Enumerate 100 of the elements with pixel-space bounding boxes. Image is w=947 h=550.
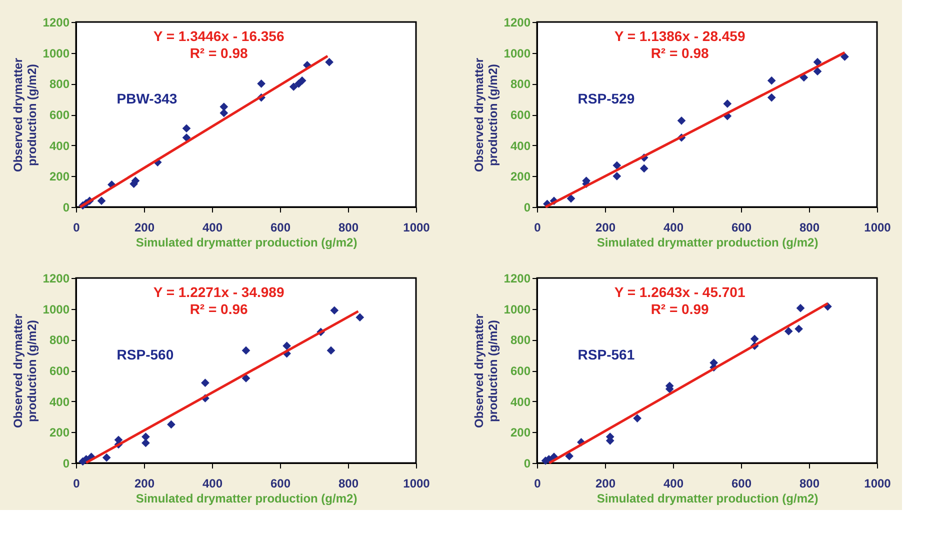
y-tick-label: 1000	[42, 46, 70, 60]
y-tick-label: 1200	[42, 272, 70, 286]
x-tick-label: 0	[73, 220, 80, 234]
y-tick-label: 200	[49, 170, 70, 184]
point	[767, 76, 776, 85]
x-axis-title: Simulated drymatter production (g/m2)	[596, 236, 818, 250]
point	[356, 313, 364, 322]
annotation: Y = 1.2643x - 45.701	[614, 284, 746, 300]
y-tick-label: 0	[62, 200, 70, 214]
x-tick-label: 1000	[403, 220, 430, 234]
point	[633, 414, 642, 422]
point	[784, 327, 793, 336]
y-tick-label: 1000	[504, 302, 531, 316]
x-tick-label: 800	[338, 220, 359, 234]
y-tick-label: 1200	[504, 16, 531, 30]
y-tick-label: 600	[49, 364, 70, 378]
point	[612, 172, 622, 180]
point	[182, 124, 191, 133]
y-tick-label: 1000	[42, 302, 70, 316]
annotation: R² = 0.98	[650, 44, 709, 61]
point	[242, 346, 250, 355]
point	[796, 304, 805, 312]
x-tick-label: 1000	[864, 220, 892, 234]
y-tick-label: 400	[510, 138, 531, 153]
point	[767, 93, 776, 102]
x-tick-label: 800	[799, 476, 820, 490]
y-axis-title: Observed drymatter production (g/m2)	[10, 314, 39, 428]
annotation: R² = 0.98	[190, 44, 248, 61]
y-axis-title: Observed drymatter production (g/m2)	[472, 314, 500, 428]
point	[813, 58, 822, 66]
point	[201, 378, 210, 388]
y-tick-label: 600	[49, 108, 70, 122]
point	[182, 133, 191, 142]
annotation: R² = 0.96	[190, 300, 248, 317]
point	[813, 67, 822, 76]
point	[220, 102, 228, 111]
point	[282, 342, 291, 350]
x-tick-label: 0	[534, 476, 542, 490]
y-tick-label: 1000	[504, 46, 531, 60]
point	[220, 108, 228, 118]
x-tick-label: 400	[202, 476, 223, 490]
x-tick-label: 600	[731, 220, 752, 234]
point	[289, 82, 298, 91]
point	[750, 334, 759, 344]
x-tick-label: 800	[338, 476, 359, 490]
x-axis-title: Simulated drymatter production (g/m2)	[596, 492, 818, 506]
x-tick-label: 200	[134, 220, 155, 234]
point	[325, 58, 334, 66]
x-tick-label: 0	[73, 476, 80, 490]
x-tick-label: 600	[270, 220, 291, 234]
annotation: Y = 1.1386x - 28.459	[614, 28, 746, 44]
x-tick-label: 600	[731, 476, 752, 490]
annotation: Y = 1.2271x - 34.989	[153, 284, 284, 300]
point	[167, 420, 176, 429]
x-tick-label: 400	[663, 476, 684, 490]
y-tick-label: 600	[510, 108, 531, 122]
y-tick-label: 0	[62, 456, 70, 470]
point	[723, 100, 732, 108]
point	[102, 453, 111, 462]
x-tick-label: 200	[595, 476, 616, 490]
x-tick-label: 400	[663, 220, 684, 234]
x-axis-title: Simulated drymatter production (g/m2)	[136, 236, 358, 250]
y-tick-label: 200	[510, 170, 531, 184]
y-axis-title: Observed drymatter production (g/m2)	[472, 58, 500, 172]
y-tick-label: 1200	[504, 272, 531, 286]
annotation: R² = 0.99	[650, 300, 709, 317]
x-tick-label: 1000	[864, 476, 892, 490]
annotation: Y = 1.3446x - 16.356	[153, 28, 284, 44]
point	[677, 116, 686, 125]
x-tick-label: 0	[534, 220, 542, 234]
y-tick-label: 0	[524, 456, 531, 470]
point	[142, 438, 150, 448]
y-tick-label: 1200	[42, 16, 70, 30]
point	[257, 79, 266, 88]
series-label: PBW-343	[116, 90, 178, 107]
point	[142, 432, 150, 441]
x-axis-title: Simulated drymatter production (g/m2)	[136, 492, 358, 506]
y-tick-label: 400	[49, 394, 70, 409]
y-tick-label: 800	[49, 77, 70, 92]
x-tick-label: 200	[595, 220, 616, 234]
x-tick-label: 200	[134, 476, 155, 490]
text: RSP-529	[578, 90, 635, 107]
text: RSP-561	[578, 346, 635, 363]
point	[640, 164, 648, 173]
y-tick-label: 800	[49, 333, 70, 348]
point	[326, 346, 336, 355]
y-tick-label: 0	[524, 200, 531, 214]
x-tick-label: 400	[202, 220, 223, 234]
x-tick-label: 800	[799, 220, 820, 234]
y-tick-label: 800	[510, 333, 531, 348]
x-tick-label: 1000	[403, 476, 430, 490]
point	[840, 52, 849, 61]
point	[565, 452, 574, 460]
y-axis-title: Observed drymatter production (g/m2)	[10, 58, 39, 172]
point	[97, 196, 106, 206]
point	[566, 194, 576, 203]
point	[612, 161, 622, 170]
y-tick-label: 400	[49, 138, 70, 153]
y-tick-label: 200	[510, 426, 531, 440]
y-tick-label: 600	[510, 364, 531, 378]
